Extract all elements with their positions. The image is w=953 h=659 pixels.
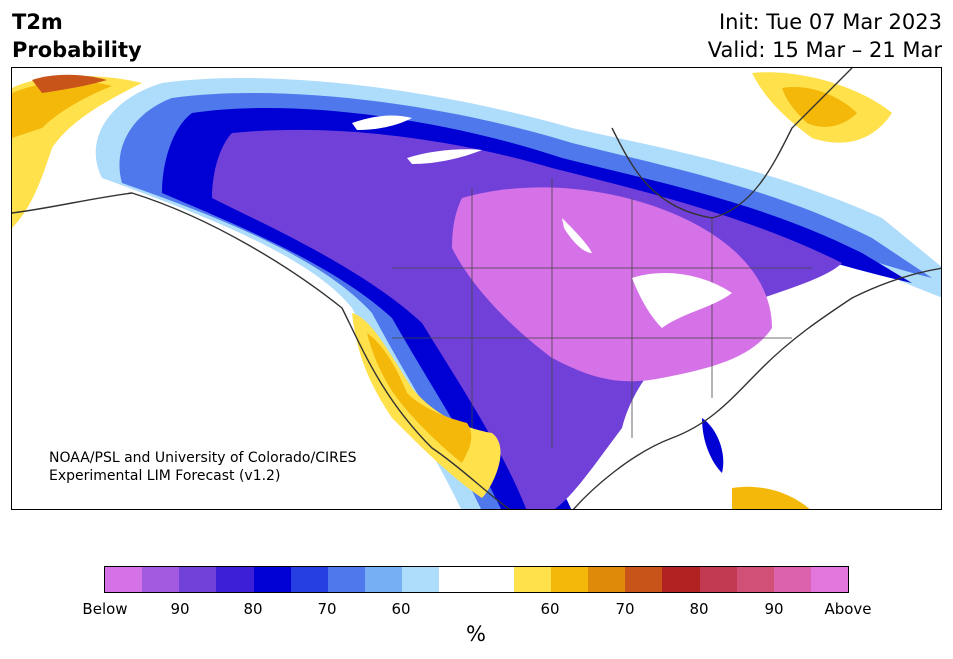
colorbar-cell [550, 567, 589, 592]
colorbar-tick-label: 70 [615, 600, 635, 618]
colorbar-cell [402, 567, 440, 592]
colorbar-tick-label: Above [824, 600, 872, 618]
state-borders [392, 178, 812, 448]
colorbar-cell [513, 567, 551, 592]
valid-range: Valid: 15 Mar – 21 Mar [707, 38, 942, 62]
variable-label: T2m [12, 10, 63, 34]
colorbar-cell [253, 567, 291, 592]
colorbar-tick-label: 90 [764, 600, 784, 618]
colorbar-cell [327, 567, 366, 592]
colorbar-tick-label: 80 [243, 600, 263, 618]
colorbar-tick-label: 60 [540, 600, 560, 618]
probability-label: Probability [12, 38, 142, 62]
coastline [12, 68, 941, 509]
colorbar-tick-label: Below [82, 600, 128, 618]
colorbar-cell [290, 567, 328, 592]
band-70-above-sw [367, 333, 472, 463]
great-bear-lake [352, 115, 412, 130]
colorbar-cell [142, 567, 180, 592]
colorbar-cell [179, 567, 217, 592]
great-lakes [632, 273, 732, 328]
colorbar-tick-label: 90 [170, 600, 190, 618]
map-credit: NOAA/PSL and University of Colorado/CIRE… [49, 449, 357, 485]
colorbar-tick-label: 70 [317, 600, 337, 618]
colorbar-cell [773, 567, 811, 592]
lake-winnipeg [562, 218, 592, 253]
colorbar-cell [216, 567, 254, 592]
great-slave-lake [407, 149, 482, 164]
band-florida [702, 418, 724, 473]
colorbar-cell [439, 567, 477, 592]
colorbar-cell [588, 567, 626, 592]
probability-map [12, 68, 941, 509]
credit-line-1: NOAA/PSL and University of Colorado/CIRE… [49, 450, 357, 466]
band-70-above-ak [12, 81, 112, 138]
band-60-above-carib [732, 486, 810, 509]
band-80-above-ak [32, 74, 107, 93]
map-panel [11, 67, 942, 510]
colorbar-cell [662, 567, 700, 592]
init-date: Init: Tue 07 Mar 2023 [718, 10, 942, 34]
band-70-above-gl [782, 87, 857, 127]
colorbar-cell [476, 567, 514, 592]
credit-line-2: Experimental LIM Forecast (v1.2) [49, 468, 281, 484]
colorbar-cell [105, 567, 143, 592]
colorbar-cell [365, 567, 403, 592]
forecast-dates: Init: Tue 07 Mar 2023 Valid: 15 Mar – 21… [708, 8, 942, 64]
colorbar-cell [625, 567, 663, 592]
band-below-core [452, 187, 772, 382]
colorbar-cell [699, 567, 737, 592]
colorbar-tick-label: 60 [391, 600, 411, 618]
colorbar-cell [810, 567, 849, 592]
colorbar-tick-label: 80 [689, 600, 709, 618]
colorbar-cell [736, 567, 774, 592]
map-title: T2m Probability [12, 8, 142, 64]
colorbar-unit: % [466, 622, 486, 646]
colorbar [104, 566, 849, 593]
